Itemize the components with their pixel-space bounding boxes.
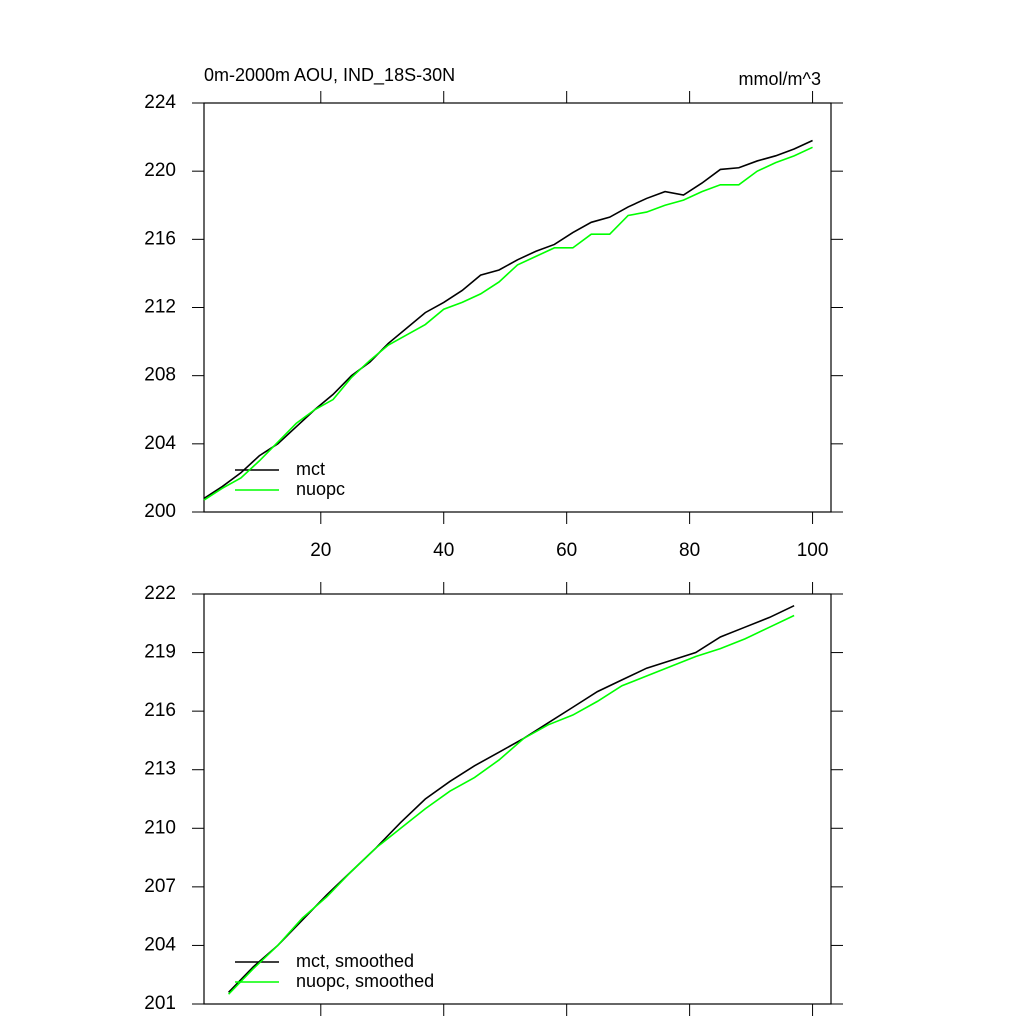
y-tick-label: 213 [144, 759, 176, 780]
y-tick-label: 212 [144, 297, 176, 318]
plot-frame [203, 593, 832, 1005]
y-tick-label: 222 [144, 583, 176, 604]
y-tick-label: 224 [144, 92, 176, 113]
y-tick-label: 201 [144, 993, 176, 1014]
y-tick-label: 204 [144, 433, 176, 454]
y-tick-label: 210 [144, 817, 176, 838]
y-tick-label: 220 [144, 160, 176, 181]
chart-title: 0m-2000m AOU, IND_18S-30N [204, 65, 455, 86]
units-label: mmol/m^3 [739, 69, 821, 89]
series-line [203, 146, 813, 501]
x-tick-label: 100 [797, 540, 829, 561]
legend-label: mct, smoothed [296, 951, 414, 971]
y-tick-label: 208 [144, 365, 176, 386]
y-tick-label: 219 [144, 642, 176, 663]
x-tick-label: 60 [556, 540, 577, 561]
x-tick-label: 20 [310, 540, 331, 561]
y-tick-label: 204 [144, 934, 176, 955]
legend-label: nuopc, smoothed [296, 971, 434, 991]
series-line [203, 139, 813, 500]
plot-frame [203, 102, 832, 513]
y-tick-label: 216 [144, 228, 176, 249]
legend-label: mct [296, 459, 325, 479]
series-line [228, 604, 795, 993]
series-line [228, 614, 795, 995]
x-tick-label: 40 [433, 540, 454, 561]
y-tick-label: 200 [144, 501, 176, 522]
y-tick-label: 216 [144, 700, 176, 721]
legend-label: nuopc [296, 479, 345, 499]
y-tick-label: 207 [144, 876, 176, 897]
x-tick-label: 80 [679, 540, 700, 561]
